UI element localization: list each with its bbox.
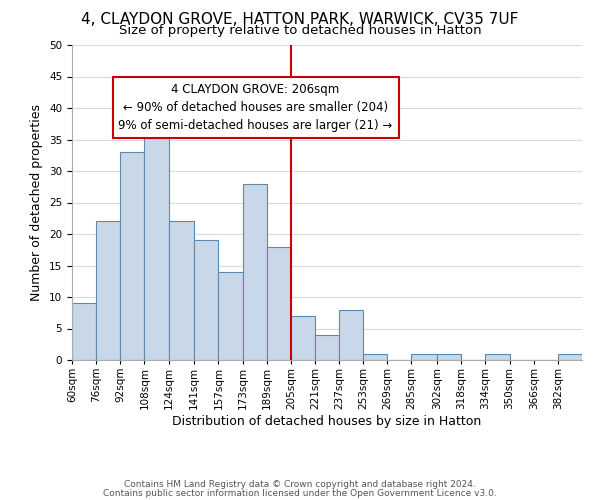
Bar <box>72 304 96 360</box>
Bar <box>120 152 145 360</box>
Y-axis label: Number of detached properties: Number of detached properties <box>31 104 43 301</box>
Bar <box>145 114 169 360</box>
Bar <box>315 335 339 360</box>
Bar <box>363 354 388 360</box>
Bar <box>485 354 509 360</box>
Text: 4, CLAYDON GROVE, HATTON PARK, WARWICK, CV35 7UF: 4, CLAYDON GROVE, HATTON PARK, WARWICK, … <box>82 12 518 28</box>
Text: 4 CLAYDON GROVE: 206sqm
← 90% of detached houses are smaller (204)
9% of semi-de: 4 CLAYDON GROVE: 206sqm ← 90% of detache… <box>118 83 393 132</box>
Bar <box>291 316 315 360</box>
Bar <box>437 354 461 360</box>
Bar <box>96 222 120 360</box>
Bar <box>266 246 291 360</box>
Text: Size of property relative to detached houses in Hatton: Size of property relative to detached ho… <box>119 24 481 37</box>
Bar <box>169 222 194 360</box>
Text: Contains public sector information licensed under the Open Government Licence v3: Contains public sector information licen… <box>103 488 497 498</box>
Bar <box>218 272 242 360</box>
Bar <box>558 354 582 360</box>
Bar <box>412 354 437 360</box>
Text: Contains HM Land Registry data © Crown copyright and database right 2024.: Contains HM Land Registry data © Crown c… <box>124 480 476 489</box>
Bar <box>242 184 266 360</box>
Bar <box>194 240 218 360</box>
Bar <box>339 310 363 360</box>
X-axis label: Distribution of detached houses by size in Hatton: Distribution of detached houses by size … <box>172 414 482 428</box>
